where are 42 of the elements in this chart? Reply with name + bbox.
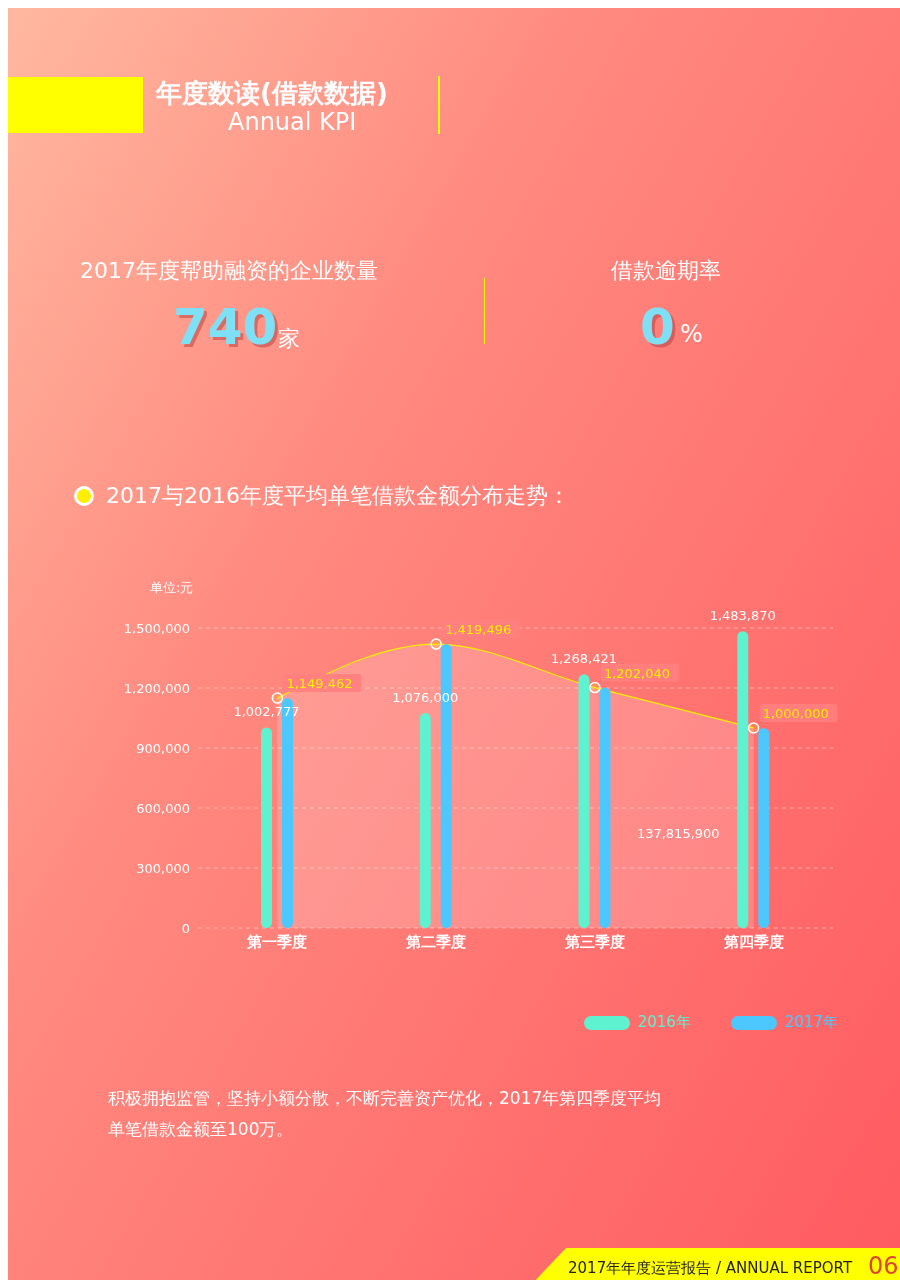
bar [419,712,431,928]
text: 家 [278,325,300,353]
bar [578,674,590,928]
chart-title: 2017与2016年度平均单笔借款金额分布走势： [106,482,570,510]
data-label: 1,419,496 [445,622,512,638]
y-axis-title: 单位:元 [150,579,194,597]
legend-label: 2016年 [637,1013,691,1032]
x-tick-label: 第二季度 [405,932,467,951]
text: 06 [868,1252,899,1280]
y-tick-label: 1,500,000 [123,620,190,636]
annotation: 137,815,900 [636,825,720,841]
text: % [680,320,703,348]
y-tick-label: 900,000 [136,740,190,756]
x-tick-label: 第三季度 [563,932,625,951]
y-tick-label: 300,000 [136,860,190,876]
point [589,681,601,694]
point [430,638,442,650]
y-tick-label: 0 [181,920,190,936]
y-tick-label: 600,000 [136,800,190,816]
point [747,722,760,734]
x-tick-label: 第一季度 [246,932,308,951]
text: 积极拥抱监管，坚持小额分散，不断完善资产优化，2017年第四季度平均单笔借款金额至100万。 [108,1087,663,1141]
bar [261,727,272,928]
text: 740 [173,298,278,356]
bar [599,687,611,928]
data-label: 1,000,000 [762,706,829,721]
text: 年度数读(借款数据) [156,77,388,110]
bar [737,631,749,928]
data-label: 1,483,870 [709,608,776,624]
point [271,692,284,704]
data-label: 1,202,040 [603,665,671,681]
data-label: 1,149,462 [286,676,353,692]
text: 2017年年度运营报告 / ANNUAL REPORT [568,1259,853,1278]
legend-label: 2017年 [784,1013,838,1032]
text: 借款逾期率 [611,257,721,285]
x-tick-label: 第四季度 [722,932,784,951]
y-tick-label: 1,200,000 [123,680,190,696]
text: 0 [640,298,675,356]
text: 2017年度帮助融资的企业数量 [80,257,378,285]
data-label: 1,268,421 [550,651,618,667]
text: Annual KPI [228,108,357,136]
bar [758,728,770,928]
